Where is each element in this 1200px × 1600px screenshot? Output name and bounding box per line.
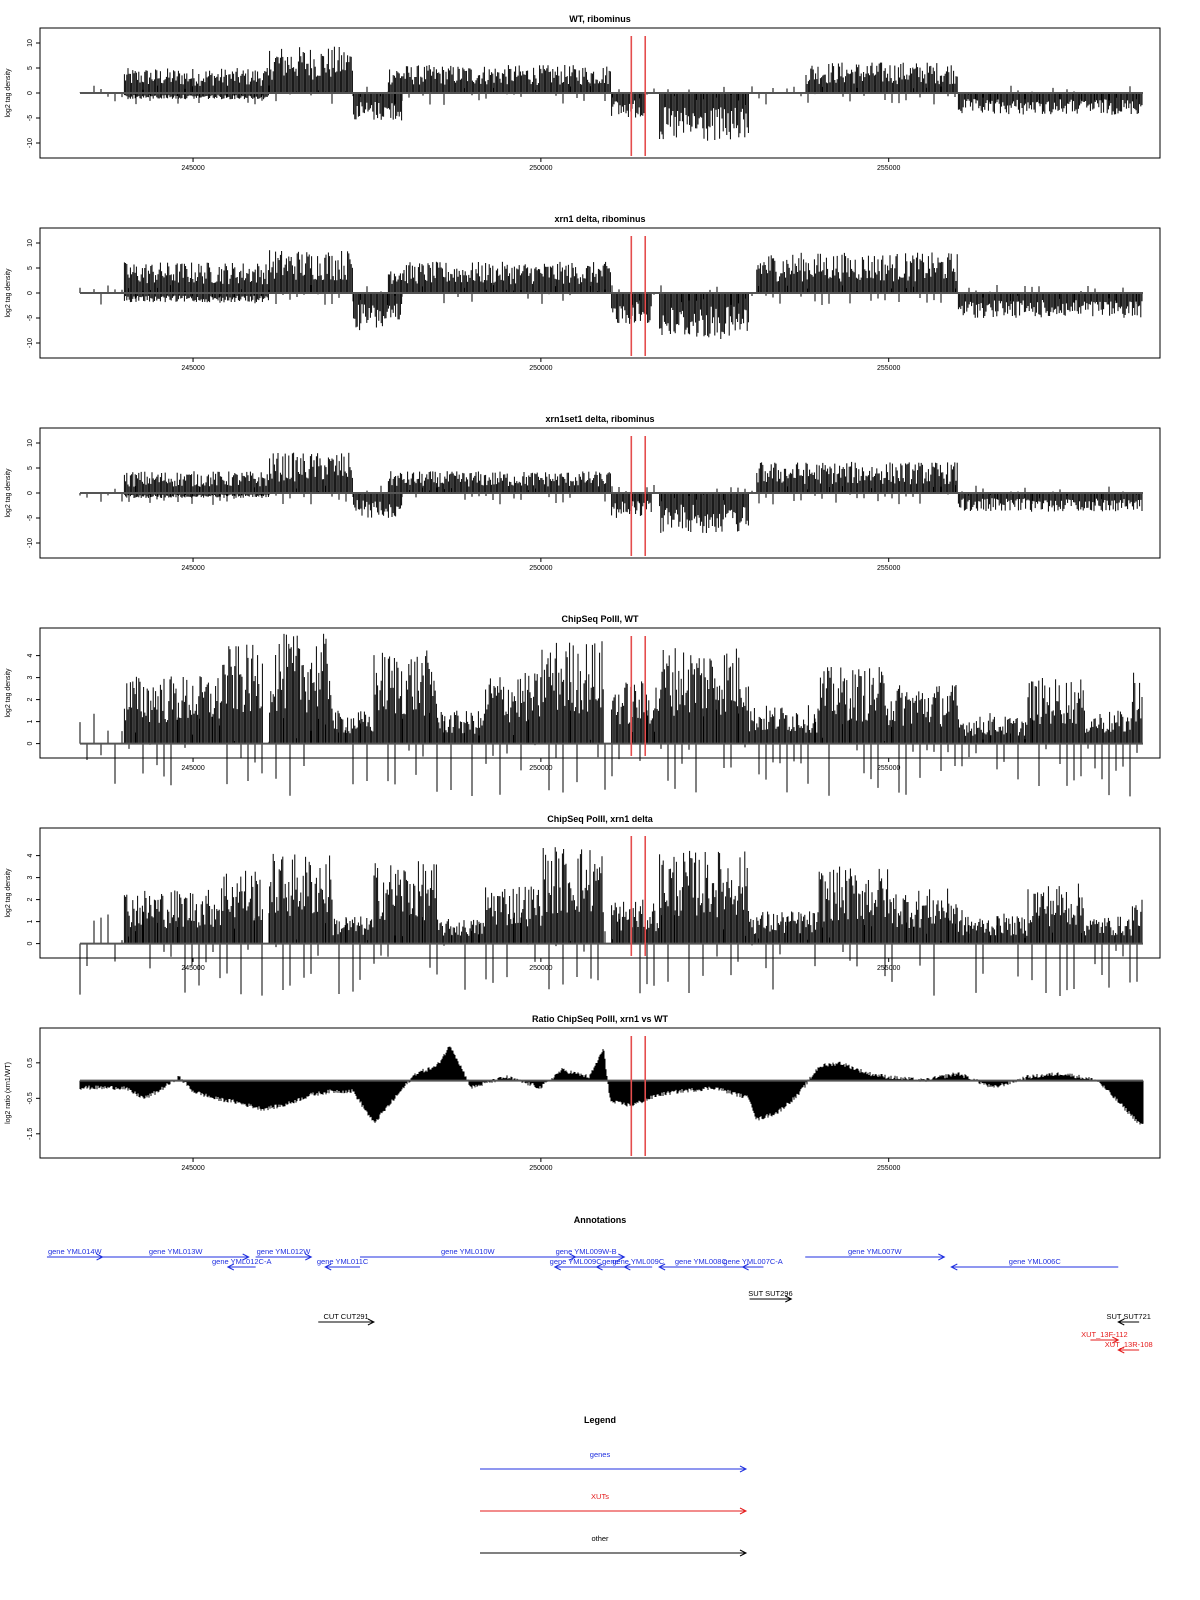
y-tick-label: 0	[27, 742, 34, 746]
panel-title: xrn1set1 delta, ribominus	[545, 414, 654, 424]
x-tick-label: 255000	[877, 765, 900, 772]
chart-panel-1: WT, ribominus log2 tag density 10 5 0 -5 -10 24…	[5, 14, 1161, 172]
y-tick-label: 0	[27, 291, 34, 295]
y-tick-label: 3	[27, 676, 34, 680]
data-marks	[79, 250, 1143, 339]
y-tick-label: 10	[27, 439, 34, 447]
x-tick-label: 245000	[181, 165, 204, 172]
chart-panel-3: xrn1set1 delta, ribominus log2 tag densit…	[5, 414, 1161, 572]
x-tick-label: 250000	[529, 565, 552, 572]
plot-frame	[39, 627, 1161, 759]
y-tick-label: -10	[27, 138, 34, 148]
data-marks	[79, 847, 1143, 997]
x-tick-label: 250000	[529, 765, 552, 772]
y-tick-label: -5	[27, 315, 34, 321]
y-tick-label: 0	[27, 91, 34, 95]
y-axis-label: log2 tag density	[5, 868, 12, 918]
y-tick-label: 4	[27, 654, 34, 658]
chart-panel-4: ChipSeq PolII, WT log2 tag density 4 3 2 1 0 24…	[5, 614, 1161, 797]
panel-title: xrn1 delta, ribominus	[554, 214, 645, 224]
data-marks	[79, 46, 1143, 141]
x-tick-label: 245000	[181, 765, 204, 772]
y-tick-label: 5	[27, 266, 34, 270]
x-tick-label: 245000	[181, 365, 204, 372]
y-tick-label: -10	[27, 338, 34, 348]
panel-title: WT, ribominus	[569, 14, 631, 24]
y-axis-label: log2 tag density	[5, 668, 12, 718]
y-tick-label: -10	[27, 538, 34, 548]
x-tick-label: 255000	[877, 165, 900, 172]
y-tick-label: 10	[27, 39, 34, 47]
y-axis-label: log2 tag density	[5, 268, 12, 318]
x-tick-label: 250000	[529, 365, 552, 372]
chart-panel-2: xrn1 delta, ribominus log2 tag density 10 5…	[5, 214, 1161, 372]
y-tick-label: 5	[27, 466, 34, 470]
chart-panel-5: ChipSeq PolII, xrn1 delta log2 tag densit…	[5, 814, 1161, 997]
y-tick-label: 1	[27, 720, 34, 724]
y-tick-label: 2	[27, 698, 34, 702]
data-marks	[79, 633, 1143, 797]
y-tick-label: -5	[27, 515, 34, 521]
y-tick-label: 5	[27, 66, 34, 70]
panel-title: ChipSeq PolII, xrn1 delta	[547, 814, 654, 824]
panel-title: ChipSeq PolII, WT	[562, 614, 639, 624]
x-tick-label: 245000	[181, 565, 204, 572]
x-tick-label: 255000	[877, 365, 900, 372]
y-tick-label: -5	[27, 115, 34, 121]
x-tick-label: 255000	[877, 565, 900, 572]
y-axis-label: log2 tag density	[5, 468, 12, 518]
x-tick-label: 250000	[529, 165, 552, 172]
data-marks	[79, 452, 1143, 533]
y-tick-label: 0	[27, 491, 34, 495]
y-axis-label: log2 tag density	[5, 68, 12, 118]
y-tick-label: 10	[27, 239, 34, 247]
